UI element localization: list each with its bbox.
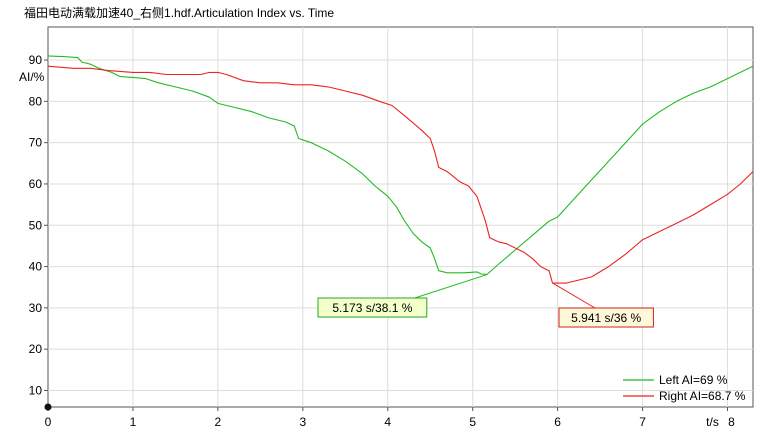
y-tick-label: 10 xyxy=(29,383,43,397)
y-tick-label: 20 xyxy=(29,342,43,356)
y-tick-label: 30 xyxy=(29,301,43,315)
x-tick-label: 1 xyxy=(130,415,137,429)
x-tick-label: 7 xyxy=(639,415,646,429)
y-axis-label: AI/% xyxy=(19,70,45,84)
legend-label: Left AI=69 % xyxy=(659,373,728,387)
annotation-box[interactable] xyxy=(558,307,654,328)
series-line-left-ai xyxy=(47,55,754,275)
x-tick-label: 5 xyxy=(469,415,476,429)
plot-area xyxy=(47,26,754,408)
axes: 0 1 2 3 4 5 6 7 8 t/s 10 20 30 40 50 60 70 80 90 AI/% xyxy=(19,53,735,429)
y-tick-label: 60 xyxy=(29,177,43,191)
x-tick-label: 3 xyxy=(299,415,306,429)
x-axis-unit-label: t/s xyxy=(706,415,719,429)
chart-title: 福田电动满载加速40_右侧1.hdf.Articulation Index vs… xyxy=(24,6,335,20)
annotation-leader-line xyxy=(552,282,596,309)
y-tick-label: 50 xyxy=(29,218,43,232)
y-tick-label: 40 xyxy=(29,260,43,274)
y-tick-label: 80 xyxy=(29,94,43,108)
legend: Left AI=69 % Right AI=68.7 % xyxy=(623,373,746,403)
series-layer xyxy=(47,55,754,284)
x-tick-label: 6 xyxy=(554,415,561,429)
x-tick-label: 0 xyxy=(45,415,52,429)
x-tick-label: 8 xyxy=(728,415,735,429)
annotation-layer: 5.173 s/38.1 % 5.941 s/36 % xyxy=(317,273,654,328)
y-tick-label: 70 xyxy=(29,136,43,150)
x-tick-label: 2 xyxy=(215,415,222,429)
x-tick-label: 4 xyxy=(384,415,391,429)
y-tick-label: 90 xyxy=(29,53,43,67)
series-line-right-ai xyxy=(47,65,754,284)
annotation-label: 5.173 s/38.1 % xyxy=(332,301,412,315)
cursor-origin-marker[interactable] xyxy=(44,403,52,411)
legend-label: Right AI=68.7 % xyxy=(659,389,746,403)
annotation-box[interactable] xyxy=(317,297,428,318)
annotation-label: 5.941 s/36 % xyxy=(571,311,641,325)
annotation-leader-line xyxy=(414,273,488,299)
